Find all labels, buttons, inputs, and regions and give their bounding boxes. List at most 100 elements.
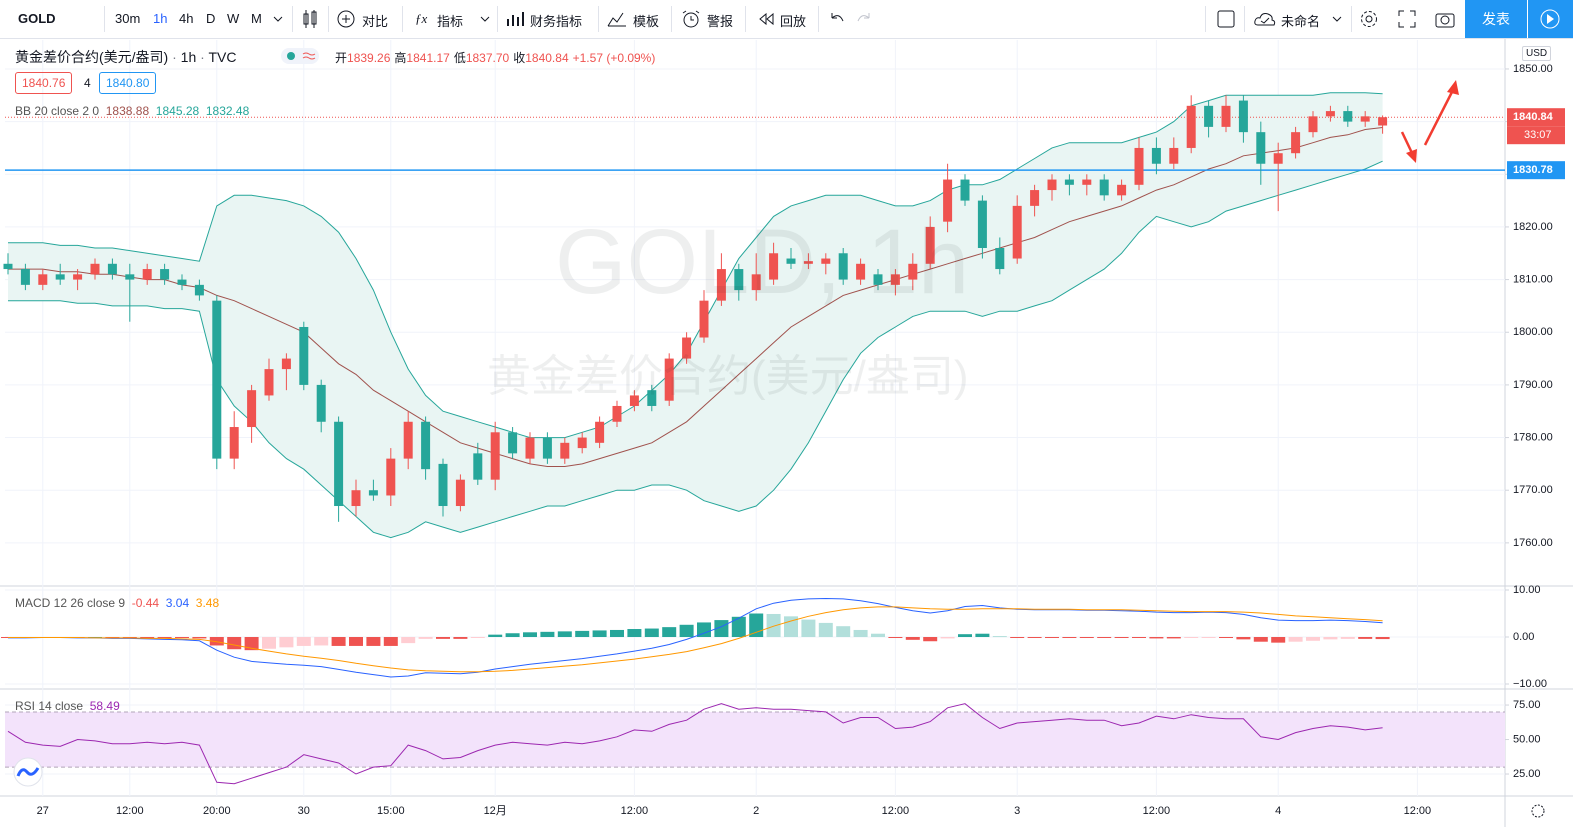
snapshot-button[interactable] <box>1434 9 1456 29</box>
bb-label: BB 20 close 2 0 <box>15 104 100 118</box>
play-button[interactable] <box>1528 0 1573 38</box>
candle-body <box>647 390 657 406</box>
macd-label: MACD 12 26 close 9 <box>15 596 126 610</box>
currency-label[interactable]: USD <box>1522 46 1552 61</box>
bid-price[interactable]: 1840.76 <box>15 72 73 94</box>
candle-body <box>1291 132 1301 154</box>
replay-button[interactable]: 回放 <box>780 14 807 29</box>
last-price-badge <box>1507 108 1565 127</box>
y-tick-label: 1800.00 <box>1513 326 1553 338</box>
macd-histogram-bar <box>731 616 746 638</box>
macd-histogram-bar <box>975 633 990 638</box>
compare-button[interactable]: 对比 <box>362 14 389 29</box>
candle-body <box>55 274 65 280</box>
candle-body <box>264 369 274 396</box>
candle-body <box>1378 117 1388 126</box>
macd-histogram-bar <box>575 630 590 638</box>
indicators-button[interactable]: 指标 <box>437 14 464 29</box>
candle-body <box>542 437 552 459</box>
separator <box>671 6 672 32</box>
macd-histogram-bar <box>801 619 816 638</box>
separator <box>1351 6 1352 32</box>
alert-button[interactable]: 警报 <box>707 14 734 29</box>
rsi-line <box>7 703 1383 785</box>
macd-histogram-bar <box>853 629 868 638</box>
candle-body <box>856 263 866 280</box>
x-tick-label: 20:00 <box>203 805 231 817</box>
interval-button[interactable]: 1h <box>153 11 168 26</box>
bb-upper-value: 1845.28 <box>155 104 200 118</box>
separator <box>1244 6 1245 32</box>
candle-body <box>1221 105 1231 127</box>
symbol-search[interactable]: GOLD <box>18 11 56 26</box>
layout-dropdown[interactable] <box>1331 9 1343 29</box>
y-tick-label: 50.00 <box>1513 733 1541 745</box>
macd-histogram-bar <box>1045 637 1059 639</box>
candle-body <box>838 253 848 280</box>
macd-histogram-bar <box>488 634 503 638</box>
macd-histogram-bar <box>714 620 729 638</box>
bb-lower-value: 1832.48 <box>205 104 250 118</box>
macd-histogram-bar <box>436 637 450 639</box>
bb-mid-value: 1838.88 <box>105 104 150 118</box>
candle-body <box>1064 179 1074 185</box>
templates-icon[interactable] <box>606 9 628 29</box>
alert-icon[interactable] <box>680 9 702 29</box>
macd-histogram-bar <box>1340 637 1355 639</box>
y-tick-label: 1810.00 <box>1513 273 1553 285</box>
candle-body <box>1238 100 1248 133</box>
spread: 4 <box>84 76 91 90</box>
y-tick-label: 1790.00 <box>1513 379 1553 391</box>
chart-style-button[interactable] <box>300 9 320 29</box>
interval-button[interactable]: 30m <box>115 11 141 26</box>
layout-button[interactable] <box>1216 9 1236 29</box>
candle-body <box>351 490 361 507</box>
ohlc-value: 1841.17 <box>406 51 450 65</box>
candle-body <box>421 421 431 470</box>
separator <box>818 6 819 32</box>
ask-price[interactable]: 1840.80 <box>99 72 157 94</box>
countdown-label: 33:07 <box>1524 129 1552 141</box>
interval-button[interactable]: W <box>227 11 240 26</box>
layout-name[interactable]: 未命名 <box>1281 14 1321 29</box>
candle-body <box>73 274 83 280</box>
candle-body <box>769 253 779 280</box>
interval-button[interactable]: 4h <box>179 11 194 26</box>
redo-button[interactable] <box>854 9 874 29</box>
signal-line <box>8 606 1383 673</box>
candle-body <box>38 274 48 285</box>
candle-body <box>247 390 257 428</box>
macd-histogram-bar <box>523 632 537 638</box>
candle-body <box>699 300 709 338</box>
macd-histogram-bar <box>227 637 242 650</box>
cloud-icon[interactable] <box>1253 9 1277 29</box>
macd-histogram-bar <box>1236 637 1251 640</box>
indicators-dropdown[interactable] <box>479 9 491 29</box>
macd-histogram-bar <box>192 637 207 639</box>
x-tick-label: 12月 <box>484 805 507 817</box>
candle-body <box>1117 184 1127 196</box>
candle-body <box>142 269 152 280</box>
indicator-icon[interactable]: ƒx <box>415 11 428 26</box>
macd-histogram-bar <box>1323 637 1338 640</box>
macd-histogram-bar <box>331 637 346 646</box>
interval-button[interactable]: D <box>206 11 216 26</box>
undo-button[interactable] <box>827 9 847 29</box>
settings-button[interactable] <box>1359 9 1379 29</box>
interval-button[interactable]: M <box>251 11 262 26</box>
publish-button[interactable]: 发表 <box>1465 0 1527 38</box>
macd-legend: MACD 12 26 close 9 -0.44 3.04 3.48 <box>15 596 219 610</box>
bb-legend: BB 20 close 2 0 1838.88 1845.28 1832.48 <box>15 104 249 118</box>
separator <box>402 6 403 32</box>
bb-lower <box>8 160 1383 539</box>
compare-icon[interactable] <box>336 9 356 29</box>
candle-body <box>107 263 117 275</box>
financials-icon[interactable] <box>505 9 525 29</box>
interval-dropdown[interactable] <box>272 9 284 29</box>
legend-source: TVC <box>208 49 237 65</box>
templates-button[interactable]: 模板 <box>633 14 660 29</box>
replay-icon[interactable] <box>756 9 776 29</box>
macd-histogram-bar <box>1149 637 1164 639</box>
financials-button[interactable]: 财务指标 <box>530 14 583 29</box>
fullscreen-button[interactable] <box>1397 9 1417 29</box>
